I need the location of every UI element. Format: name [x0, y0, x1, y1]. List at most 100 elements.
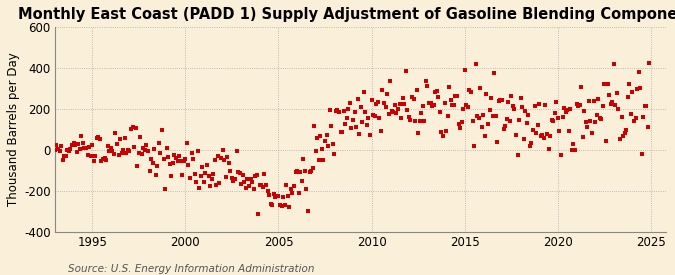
- Point: [214, 181, 225, 186]
- Point: [301, 187, 312, 191]
- Point: [191, 179, 202, 184]
- Point: [82, 153, 93, 157]
- Point: [96, 159, 107, 163]
- Point: [239, 180, 250, 185]
- Point: [184, 176, 195, 180]
- Point: [267, 203, 277, 207]
- Point: [588, 99, 599, 103]
- Point: [165, 162, 176, 166]
- Point: [209, 158, 220, 162]
- Point: [632, 87, 643, 91]
- Point: [633, 70, 644, 75]
- Point: [115, 137, 126, 141]
- Point: [590, 120, 601, 124]
- Point: [242, 177, 253, 181]
- Point: [222, 155, 233, 159]
- Point: [546, 117, 557, 122]
- Point: [486, 96, 497, 100]
- Point: [422, 84, 433, 88]
- Point: [380, 105, 391, 109]
- Point: [388, 110, 399, 114]
- Point: [453, 121, 464, 126]
- Point: [349, 110, 360, 114]
- Point: [163, 155, 173, 160]
- Point: [405, 117, 416, 122]
- Point: [437, 133, 448, 138]
- Point: [472, 114, 483, 118]
- Point: [548, 119, 559, 123]
- Point: [172, 159, 183, 164]
- Point: [514, 117, 524, 122]
- Point: [207, 177, 217, 181]
- Point: [603, 93, 614, 97]
- Point: [455, 125, 466, 130]
- Point: [416, 111, 427, 115]
- Point: [622, 95, 633, 99]
- Point: [324, 108, 335, 112]
- Point: [126, 127, 136, 131]
- Point: [641, 104, 652, 109]
- Point: [72, 150, 82, 154]
- Point: [149, 147, 160, 151]
- Point: [198, 180, 209, 184]
- Point: [196, 174, 207, 179]
- Point: [194, 186, 205, 190]
- Point: [473, 116, 484, 121]
- Point: [503, 100, 514, 104]
- Point: [553, 116, 564, 120]
- Point: [564, 129, 574, 134]
- Point: [363, 116, 374, 121]
- Point: [628, 119, 639, 123]
- Point: [318, 158, 329, 163]
- Point: [169, 153, 180, 157]
- Point: [517, 105, 528, 109]
- Point: [400, 69, 411, 73]
- Point: [135, 134, 146, 139]
- Point: [300, 169, 310, 173]
- Point: [462, 104, 473, 109]
- Point: [421, 79, 431, 84]
- Point: [54, 149, 65, 154]
- Point: [487, 114, 498, 118]
- Point: [413, 131, 424, 135]
- Point: [251, 173, 262, 178]
- Point: [533, 123, 543, 127]
- Point: [197, 164, 208, 169]
- Point: [568, 142, 579, 147]
- Point: [261, 183, 271, 188]
- Point: [158, 156, 169, 161]
- Point: [510, 133, 521, 137]
- Point: [49, 148, 60, 152]
- Point: [373, 100, 383, 104]
- Point: [276, 204, 287, 208]
- Point: [402, 108, 412, 112]
- Point: [425, 101, 436, 106]
- Point: [484, 108, 495, 112]
- Point: [116, 150, 127, 155]
- Point: [343, 107, 354, 111]
- Point: [531, 131, 541, 135]
- Point: [368, 113, 379, 117]
- Point: [596, 117, 607, 122]
- Point: [528, 128, 539, 132]
- Point: [327, 142, 338, 147]
- Point: [284, 204, 295, 209]
- Point: [541, 132, 552, 136]
- Point: [217, 148, 228, 152]
- Point: [65, 147, 76, 152]
- Point: [132, 163, 142, 168]
- Point: [144, 168, 155, 173]
- Point: [129, 145, 140, 149]
- Point: [88, 159, 99, 163]
- Point: [230, 176, 240, 181]
- Point: [183, 163, 194, 167]
- Point: [331, 109, 342, 113]
- Point: [352, 97, 363, 101]
- Point: [358, 90, 369, 95]
- Point: [171, 156, 182, 160]
- Point: [500, 124, 510, 128]
- Point: [282, 194, 293, 198]
- Point: [333, 109, 344, 114]
- Point: [556, 153, 566, 157]
- Point: [107, 149, 117, 153]
